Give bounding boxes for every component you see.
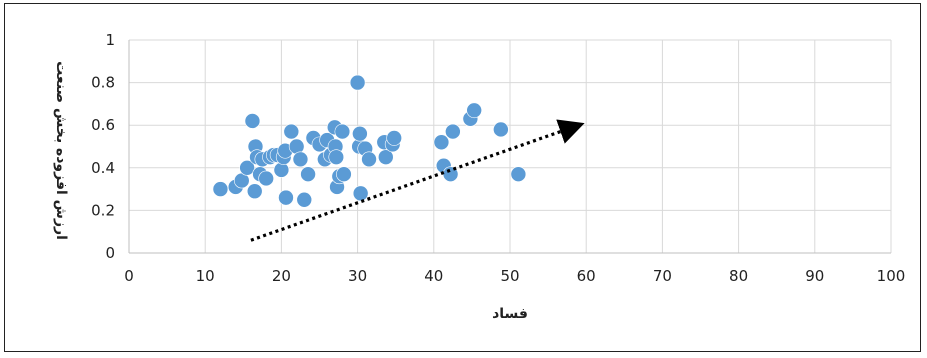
data-point	[212, 181, 229, 197]
data-point	[258, 170, 274, 187]
data-point	[278, 189, 294, 206]
axis-layer: 0 10 20 30 40 50 60 70 80 90 100 0 0.2 0.4 0.6 0.8 1	[91, 31, 905, 285]
data-point	[352, 125, 368, 142]
y-tick-label: 0.6	[91, 116, 115, 134]
x-tick-label: 90	[805, 267, 824, 285]
x-axis-title: فساد	[492, 306, 528, 322]
x-tick-label: 80	[729, 267, 748, 285]
data-point	[466, 102, 482, 119]
data-point	[300, 166, 316, 182]
data-point	[493, 121, 509, 138]
data-point	[273, 162, 290, 178]
points-layer	[212, 74, 527, 208]
y-axis-title: ارزش افزوده بخش صنعت	[53, 61, 69, 240]
data-point	[377, 149, 394, 165]
chart-frame: 0 10 20 30 40 50 60 70 80 90 100 0 0.2 0.4 0.6 0.8 1 فسا…	[4, 3, 921, 352]
x-tick-label: 40	[424, 267, 443, 285]
x-tick-label: 20	[272, 267, 291, 285]
y-tick-label: 0.8	[91, 74, 115, 92]
y-tick-label: 1	[105, 31, 115, 49]
data-point	[361, 151, 377, 168]
data-point	[433, 134, 450, 151]
x-tick-label: 60	[577, 267, 596, 285]
data-point	[445, 123, 461, 140]
data-point	[296, 191, 313, 208]
x-tick-label: 0	[124, 267, 134, 285]
scatter-chart: 0 10 20 30 40 50 60 70 80 90 100 0 0.2 0.4 0.6 0.8 1 فسا…	[53, 31, 905, 322]
y-tick-label: 0	[105, 244, 115, 262]
data-point	[334, 123, 351, 140]
data-point	[292, 151, 309, 168]
data-point	[349, 74, 366, 91]
data-point	[246, 183, 263, 200]
x-tick-label: 70	[653, 267, 672, 285]
y-tick-label: 0.2	[91, 201, 115, 219]
data-point	[283, 123, 300, 140]
data-point	[352, 185, 369, 202]
x-tick-label: 50	[500, 267, 519, 285]
data-point	[336, 166, 352, 182]
data-point	[244, 113, 261, 129]
x-tick-label: 10	[196, 267, 215, 285]
data-point	[510, 166, 527, 182]
data-point	[386, 130, 402, 146]
x-tick-label: 30	[348, 267, 367, 285]
data-point	[239, 160, 255, 176]
x-tick-label: 100	[877, 267, 906, 285]
y-tick-label: 0.4	[91, 159, 115, 177]
grid-layer	[129, 39, 892, 253]
data-point	[328, 149, 345, 165]
